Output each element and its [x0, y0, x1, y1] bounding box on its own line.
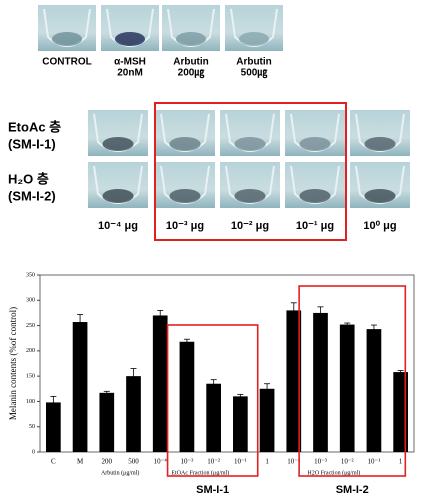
x-tick-label: 10⁻⁴: [287, 458, 301, 466]
sample-label: CONTROL: [42, 57, 91, 68]
y-tick-label: 50: [29, 424, 35, 430]
group-label: Arbutin (μg/ml): [101, 469, 139, 476]
bar: [286, 310, 302, 452]
concentration-label: 10⁻³ μg: [166, 220, 204, 232]
x-tick-label: 10⁻²: [207, 458, 220, 466]
box-label: SM-I-1: [196, 484, 229, 496]
pellet: [299, 137, 331, 151]
bar: [72, 322, 88, 452]
highlight-box: [166, 324, 259, 477]
concentration-label: 10⁻¹ μg: [296, 220, 334, 232]
x-tick-label: 10⁻²: [341, 458, 354, 466]
bar: [99, 392, 115, 452]
sample-label: Arbutin: [173, 57, 209, 68]
y-tick-label: 250: [26, 323, 35, 329]
box-label: SM-I-2: [336, 484, 369, 496]
sample-label: Arbutin: [236, 57, 272, 68]
pellet: [234, 189, 266, 203]
x-tick-label: C: [51, 458, 56, 466]
bar: [126, 376, 141, 452]
x-tick-label: M: [77, 458, 84, 466]
bar: [393, 372, 408, 452]
bar: [179, 341, 195, 452]
y-tick-label: 0: [32, 449, 35, 455]
bar: [259, 388, 275, 452]
pellet: [364, 189, 396, 203]
x-tick-label: 10⁻³: [314, 458, 327, 466]
sample-label: 20nM: [117, 68, 143, 79]
bar: [46, 402, 61, 452]
x-tick-label: 1: [399, 458, 403, 466]
y-tick-label: 150: [26, 374, 35, 380]
x-tick-label: 10⁻¹: [368, 458, 381, 466]
concentration-label: 10⁻⁴ μg: [98, 220, 138, 232]
y-axis-label: Melanin contents (%of control): [8, 307, 18, 420]
highlight-box: [298, 285, 407, 477]
highlight-box: [154, 102, 347, 241]
x-tick-label: 10⁻¹: [234, 458, 247, 466]
pellet: [299, 189, 331, 203]
x-tick-label: 10⁻⁴: [154, 458, 168, 466]
pellet: [238, 32, 270, 46]
x-tick-label: 1: [265, 458, 269, 466]
y-tick-label: 200: [26, 348, 35, 354]
group-label: H2O Fraction (μg/ml): [307, 469, 360, 476]
y-tick-label: 300: [26, 298, 35, 304]
pellet: [169, 189, 201, 203]
sample-label: 200㎍: [178, 68, 205, 79]
pellet: [102, 137, 134, 151]
pellet: [234, 137, 266, 151]
row-label: H₂O 층: [8, 171, 49, 186]
pellet: [51, 32, 83, 46]
row-label: (SM-I-1): [8, 136, 56, 151]
x-tick-label: 500: [128, 458, 139, 466]
bar: [366, 329, 382, 452]
pellet: [364, 137, 396, 151]
concentration-label: 10⁻² μg: [231, 220, 269, 232]
bar: [339, 324, 355, 452]
x-tick-label: 10⁻³: [181, 458, 194, 466]
plot-frame: [39, 274, 415, 453]
pellet: [114, 32, 146, 46]
y-tick-label: 100: [26, 399, 35, 405]
bar: [152, 315, 168, 452]
row-label: EtoAc 층: [8, 119, 61, 134]
sample-label: 500㎍: [241, 68, 268, 79]
bar: [206, 383, 221, 452]
group-label: EtOAc Fraction (μg/ml): [171, 469, 229, 476]
bar: [233, 396, 248, 452]
pellet: [175, 32, 207, 46]
row-label: (SM-I-2): [8, 188, 56, 203]
sample-label: α-MSH: [114, 57, 146, 68]
x-tick-label: 200: [102, 458, 113, 466]
y-tick-label: 350: [26, 272, 35, 278]
pellet: [169, 137, 201, 151]
bar: [313, 312, 328, 452]
pellet: [102, 189, 134, 203]
concentration-label: 10⁰ μg: [363, 220, 396, 232]
